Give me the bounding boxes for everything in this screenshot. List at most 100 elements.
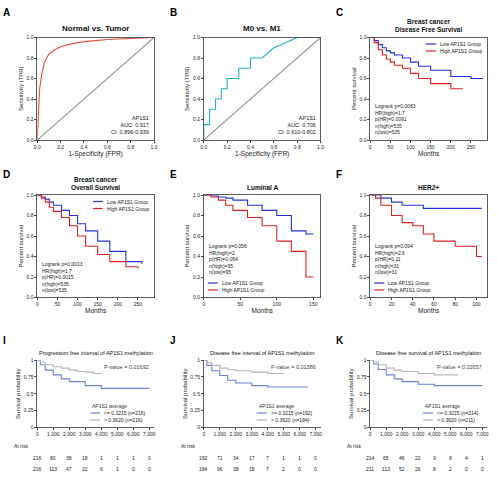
svg-text:0.6: 0.6 (27, 233, 34, 239)
svg-text:Disease free interval of AP1S1: Disease free interval of AP1S1 methylati… (210, 350, 314, 356)
svg-text:100: 100 (406, 144, 415, 150)
svg-text:<= 0.3215 (n=214): <= 0.3215 (n=214) (437, 410, 479, 416)
svg-text:Months: Months (85, 307, 107, 314)
svg-text:Months: Months (418, 307, 440, 314)
svg-text:Percent survival: Percent survival (184, 225, 190, 268)
svg-text:<= 0.3215 (n=192): <= 0.3215 (n=192) (271, 410, 313, 416)
svg-text:100: 100 (273, 301, 282, 307)
svg-text:Logrank p=0.0013HR(high)=1.7p(: Logrank p=0.0013HR(high)=1.7p(HR)=0.0015… (42, 261, 83, 293)
svg-text:1.0: 1.0 (360, 192, 367, 198)
svg-text:7: 7 (266, 455, 269, 461)
svg-text:6: 6 (100, 466, 103, 472)
svg-text:Progression free interval of A: Progression free interval of AP1S1 methy… (39, 350, 153, 356)
svg-text:8: 8 (433, 466, 436, 472)
svg-text:0.6: 0.6 (104, 144, 111, 150)
svg-text:> 0.3620 (n=211): > 0.3620 (n=211) (437, 417, 475, 423)
svg-text:100: 100 (472, 301, 481, 307)
svg-text:96: 96 (217, 466, 223, 472)
svg-text:AP1S1AUC: 0.706CI: 0.610-0.802: AP1S1AUC: 0.706CI: 0.610-0.802 (278, 115, 316, 135)
svg-text:7,000: 7,000 (310, 431, 323, 437)
svg-text:Logrank p=0.094HR(high)=2.6p(H: Logrank p=0.094HR(high)=2.6p(HR)=0.11n(h… (375, 243, 413, 275)
svg-text:22: 22 (82, 466, 88, 472)
svg-text:1: 1 (197, 357, 200, 363)
svg-text:0.4: 0.4 (193, 96, 200, 102)
svg-text:0.2: 0.2 (27, 116, 34, 122)
svg-text:250: 250 (134, 301, 143, 307)
svg-text:0: 0 (364, 424, 367, 430)
svg-text:AP1S1 average: AP1S1 average (425, 403, 460, 409)
svg-text:Survival probability: Survival probability (348, 369, 354, 419)
svg-text:38: 38 (233, 466, 239, 472)
svg-text:HER2+: HER2+ (418, 184, 439, 191)
svg-text:2,000: 2,000 (396, 431, 409, 437)
svg-text:1: 1 (31, 357, 34, 363)
svg-text:0.0: 0.0 (193, 294, 200, 300)
svg-text:4,000: 4,000 (428, 431, 441, 437)
svg-text:34: 34 (233, 455, 239, 461)
svg-text:200: 200 (114, 301, 123, 307)
svg-text:0: 0 (314, 455, 317, 461)
svg-text:0.8: 0.8 (360, 55, 367, 61)
svg-text:9: 9 (433, 455, 436, 461)
svg-text:60: 60 (431, 301, 437, 307)
svg-text:200: 200 (447, 144, 456, 150)
svg-text:0.8: 0.8 (294, 144, 301, 150)
svg-text:0: 0 (202, 431, 205, 437)
svg-text:2,000: 2,000 (230, 431, 243, 437)
svg-text:0.4: 0.4 (27, 253, 34, 259)
svg-text:0: 0 (36, 301, 39, 307)
svg-text:4,000: 4,000 (262, 431, 275, 437)
svg-text:71: 71 (217, 455, 223, 461)
svg-text:0.5: 0.5 (27, 391, 34, 397)
svg-text:0.8: 0.8 (127, 144, 134, 150)
svg-text:P-value = 0.01692: P-value = 0.01692 (104, 364, 149, 370)
svg-text:Breast cancerDisease Free Surv: Breast cancerDisease Free Survival (395, 18, 462, 33)
svg-text:0.0: 0.0 (200, 144, 207, 150)
svg-text:Logrank p=0.056HR(high)=2p(HR): Logrank p=0.056HR(high)=2p(HR)=0.064n(hi… (209, 243, 247, 275)
svg-text:> 0.3620 (n=216): > 0.3620 (n=216) (104, 417, 143, 423)
svg-text:0: 0 (132, 466, 135, 472)
svg-text:0.0: 0.0 (360, 294, 367, 300)
svg-text:0.4: 0.4 (193, 253, 200, 259)
svg-text:250: 250 (467, 144, 476, 150)
svg-text:0: 0 (298, 466, 301, 472)
svg-text:0.8: 0.8 (193, 212, 200, 218)
svg-text:0.75: 0.75 (357, 374, 367, 380)
svg-text:0.0: 0.0 (193, 137, 200, 143)
svg-text:0.8: 0.8 (27, 212, 34, 218)
svg-text:1: 1 (282, 455, 285, 461)
svg-text:6,000: 6,000 (460, 431, 473, 437)
svg-text:Percent survival: Percent survival (18, 225, 24, 268)
svg-text:0: 0 (465, 466, 468, 472)
svg-text:0.4: 0.4 (247, 144, 254, 150)
svg-text:50: 50 (388, 144, 394, 150)
svg-text:Percent survival: Percent survival (351, 67, 357, 110)
svg-text:2: 2 (282, 466, 285, 472)
svg-text:1,000: 1,000 (47, 431, 60, 437)
svg-text:1: 1 (116, 455, 119, 461)
svg-text:0: 0 (481, 466, 484, 472)
svg-text:211: 211 (366, 466, 374, 472)
svg-text:7,000: 7,000 (476, 431, 489, 437)
svg-text:52: 52 (399, 466, 405, 472)
svg-text:Survival probability: Survival probability (182, 369, 188, 419)
svg-text:113: 113 (382, 466, 390, 472)
svg-text:3,000: 3,000 (79, 431, 92, 437)
svg-text:150: 150 (94, 301, 103, 307)
svg-text:I: I (3, 335, 6, 346)
svg-text:B: B (170, 7, 177, 18)
svg-text:C: C (336, 7, 343, 18)
svg-text:1,000: 1,000 (214, 431, 227, 437)
svg-text:0.2: 0.2 (224, 144, 231, 150)
svg-text:J: J (170, 335, 176, 346)
svg-text:4,000: 4,000 (95, 431, 108, 437)
svg-text:0: 0 (148, 455, 151, 461)
svg-text:0.4: 0.4 (360, 96, 367, 102)
svg-text:7,000: 7,000 (143, 431, 156, 437)
svg-text:AP1S1 average: AP1S1 average (259, 403, 294, 409)
svg-text:1.0: 1.0 (27, 192, 34, 198)
svg-text:50: 50 (237, 301, 243, 307)
svg-text:0.25: 0.25 (190, 407, 200, 413)
svg-text:150: 150 (309, 301, 318, 307)
svg-text:<= 0.3215 (n=216): <= 0.3215 (n=216) (104, 410, 146, 416)
